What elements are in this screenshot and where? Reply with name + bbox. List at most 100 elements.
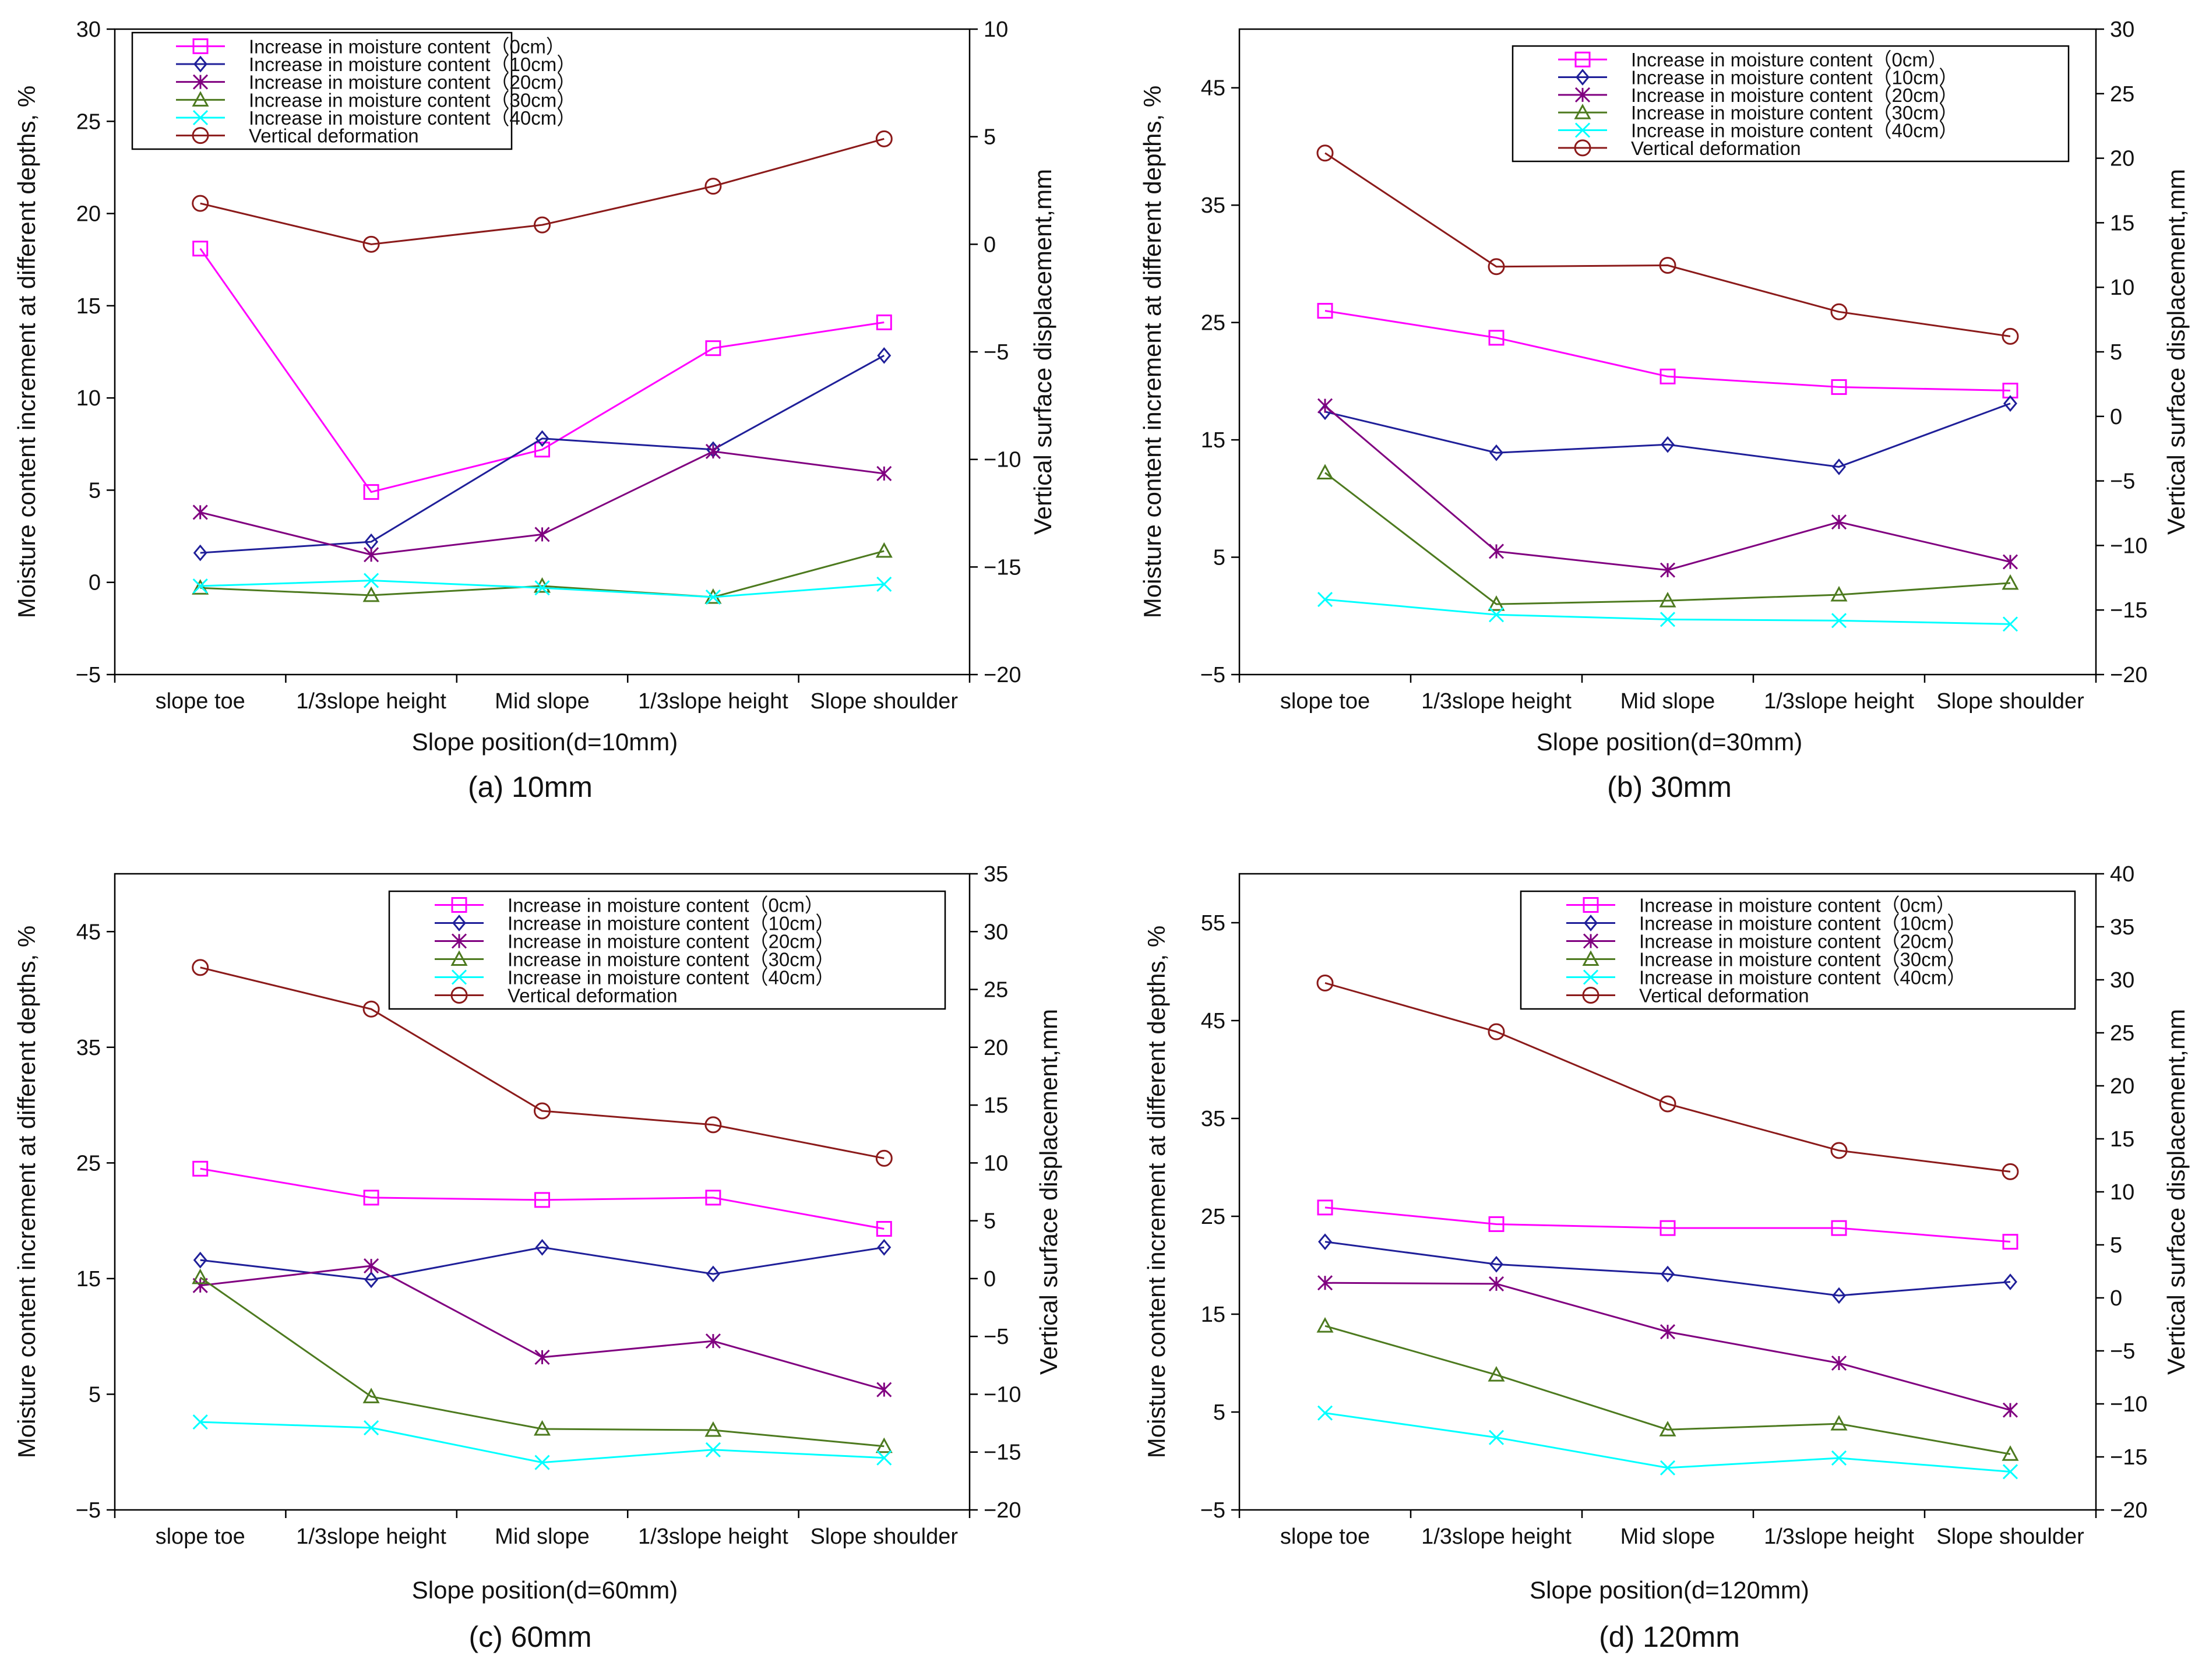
y-tick-label: −5 [76,1498,101,1523]
y2-tick-label: 15 [984,1093,1008,1118]
data-point-s20 [876,465,892,481]
y2-tick-label: 0 [984,1267,996,1291]
y-tick-label: 35 [1201,1107,1225,1131]
data-point-s40 [364,573,379,588]
data-point-s10 [2003,1273,2017,1290]
panel-caption: (c) 60mm [468,1621,591,1653]
data-point-s30 [1830,585,1848,602]
point-marker [364,547,379,563]
legend-label: Increase in moisture content（40cm） [1639,967,1966,989]
point-marker [1488,330,1505,346]
legend-marker [452,915,466,931]
data-point-s40 [1317,592,1333,608]
y-tick-label: 35 [1201,193,1225,218]
legend-label: Vertical deformation [508,985,678,1007]
point-marker [1659,591,1676,608]
data-point-s40 [2002,616,2018,632]
data-point-s10 [1661,436,1675,453]
y2-axis-label: Vertical surface displacement,mm [1029,169,1056,535]
legend: Increase in moisture content（0cm）Increas… [388,890,946,1010]
x-tick-label: slope toe [1280,1524,1370,1549]
legend-label: Increase in moisture content（40cm） [1631,120,1958,142]
legend-label: Increase in moisture content（10cm） [249,54,576,75]
data-point-s0 [1831,1220,1847,1236]
y2-tick-label: 20 [2110,147,2134,171]
point-marker [1659,1095,1676,1113]
y2-axis-label: Vertical surface displacement,mm [1035,1009,1062,1375]
data-point-def [534,216,551,234]
point-marker [2002,574,2019,590]
y2-tick-label: 30 [2110,968,2134,993]
y-tick-label: 25 [76,110,101,134]
point-marker [876,1221,892,1237]
data-point-s20 [2002,554,2018,570]
point-marker [1317,1199,1333,1216]
point-marker [534,1192,550,1208]
legend-label: Vertical deformation [1631,137,1801,159]
point-marker [1831,613,1847,629]
data-point-def [2002,327,2019,345]
x-tick-label: Mid slope [495,1524,590,1549]
y2-tick-label: 5 [984,1209,996,1234]
x-tick-label: Mid slope [495,689,590,714]
legend-marker [1574,122,1591,138]
series-line-s0 [199,248,885,493]
data-point-s20 [1660,1324,1676,1340]
legend-label: Increase in moisture content（10cm） [1631,67,1958,89]
data-point-s20 [1831,1355,1847,1371]
point-marker [364,1258,379,1274]
legend-label: Vertical deformation [249,125,419,147]
point-marker [192,1268,209,1284]
point-marker [875,1149,893,1167]
data-point-def [704,1116,722,1134]
data-point-s20 [705,443,721,460]
panel-caption: (d) 120mm [1599,1621,1740,1653]
point-marker [362,1000,380,1018]
legend-label: Vertical deformation [1639,985,1809,1007]
series-line-s10 [200,355,885,554]
legend-marker [450,987,468,1004]
data-point-s30 [192,579,209,595]
point-marker [1317,302,1333,319]
legend-box [388,890,946,1010]
data-point-def [1316,144,1334,162]
y2-tick-label: −20 [2110,1498,2147,1523]
y-tick-label: 25 [1201,311,1225,336]
y-tick-label: 10 [76,386,101,411]
y2-tick-label: −5 [2110,470,2135,494]
y2-axis-label: Vertical surface displacement,mm [2162,169,2190,535]
data-point-s0 [876,1221,892,1237]
y2-tick-label: 35 [984,862,1008,887]
y-tick-label: 5 [1213,1400,1225,1425]
chart-panel-3: −5 5 15 25 35 45 −20 −15 −10 −5 0 5 10 15 20 25 30 35 slop… [13,862,1062,1653]
point-marker [1660,1460,1676,1476]
data-point-s10 [1832,1287,1846,1304]
point-marker [2002,1163,2019,1180]
data-point-s10 [877,1238,892,1256]
y-tick-label: 5 [1213,546,1225,570]
point-marker [1488,543,1505,559]
point-marker [1316,974,1334,991]
point-marker [1830,303,1848,320]
y2-tick-label: 5 [2110,1233,2122,1258]
data-point-s20 [534,527,550,542]
y-tick-label: 55 [1201,911,1225,936]
legend-marker [193,55,207,73]
data-point-def [1488,1023,1505,1040]
chart-panel-1: −5 0 5 10 15 20 25 30 −20 −15 −10 −5 0 5 10 slope toe 1/… [13,17,1056,803]
point-marker [533,1420,551,1436]
point-marker [1317,1405,1333,1421]
y2-tick-label: −20 [2110,663,2147,687]
series-line-s0 [1324,1206,2011,1243]
point-marker [363,484,379,500]
point-marker [2002,1234,2018,1250]
y2-tick-label: 10 [2110,276,2134,300]
legend-label: Increase in moisture content（0cm） [1639,895,1956,916]
point-marker [1660,368,1676,384]
data-point-s0 [2002,1234,2018,1250]
point-marker [1316,144,1334,162]
data-point-s40 [1831,613,1847,629]
legend-label: Increase in moisture content（10cm） [1639,913,1966,934]
point-marker [1660,1324,1676,1340]
point-marker [1316,1317,1334,1333]
